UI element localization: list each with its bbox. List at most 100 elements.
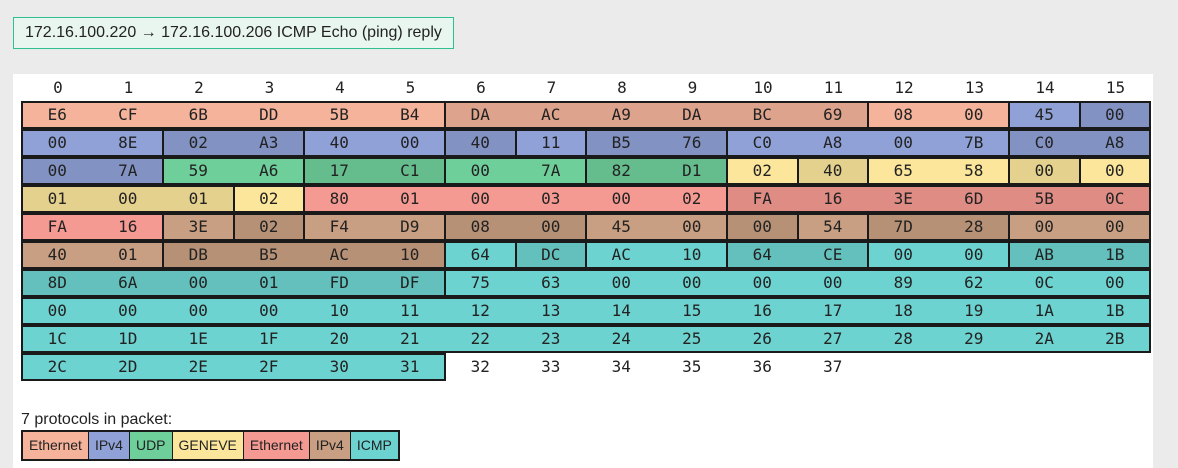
field-segment-udp[interactable] [303,157,446,185]
field-segment-ipv4[interactable] [585,213,728,241]
byte-cell[interactable]: 00 [1034,161,1054,180]
byte-cell[interactable]: 64 [470,245,490,264]
byte-cell[interactable]: C1 [400,161,420,180]
legend-item-icmp[interactable]: ICMP [350,432,398,459]
byte-cell[interactable]: 7A [118,161,138,180]
byte-cell[interactable]: 6B [188,105,208,124]
field-segment-icmp[interactable] [21,297,1151,325]
field-segment-ipv4[interactable] [162,241,446,269]
byte-cell[interactable]: 45 [611,217,631,236]
byte-cell[interactable]: D1 [682,161,702,180]
byte-cell[interactable]: 01 [259,273,279,292]
byte-cell[interactable]: FD [329,273,349,292]
byte-cell[interactable]: 08 [893,105,913,124]
byte-cell[interactable]: 00 [1105,161,1125,180]
byte-cell[interactable]: B4 [400,105,420,124]
byte-cell[interactable]: 02 [259,217,279,236]
byte-cell[interactable]: 10 [329,301,349,320]
byte-cell[interactable]: AC [611,245,631,264]
byte-cell[interactable]: 40 [329,133,349,152]
byte-cell[interactable]: 20 [329,329,349,348]
field-segment-icmp[interactable] [585,241,728,269]
byte-cell[interactable]: 17 [823,301,843,320]
byte-cell[interactable]: 65 [893,161,913,180]
byte-cell[interactable]: 18 [893,301,913,320]
byte-cell[interactable]: AB [1034,245,1054,264]
legend-item-ethernet[interactable]: Ethernet [23,432,89,459]
byte-cell[interactable]: 10 [400,245,420,264]
byte-cell[interactable]: AC [541,105,561,124]
field-segment-ipv4[interactable] [444,213,587,241]
byte-cell[interactable]: AC [329,245,349,264]
byte-cell[interactable]: 16 [118,217,138,236]
field-segment-icmp[interactable] [444,241,517,269]
byte-cell[interactable]: DB [188,245,208,264]
byte-cell[interactable]: 02 [188,133,208,152]
byte-cell[interactable]: 5B [1034,189,1054,208]
byte-cell[interactable]: 02 [682,189,702,208]
byte-cell[interactable]: 19 [964,301,984,320]
byte-cell[interactable]: 01 [400,189,420,208]
field-segment-ipv4[interactable] [726,213,799,241]
legend-item-ethernet[interactable]: Ethernet [243,432,310,459]
byte-cell[interactable]: 02 [259,189,279,208]
field-segment-ipv4[interactable] [303,213,446,241]
byte-cell[interactable]: 00 [893,245,913,264]
byte-cell[interactable]: B5 [611,133,631,152]
byte-cell[interactable]: 10 [682,245,702,264]
byte-cell[interactable]: 13 [541,301,561,320]
field-segment-ethernet[interactable] [444,101,869,129]
byte-cell[interactable]: 0C [1034,273,1054,292]
byte-cell[interactable]: DD [259,105,279,124]
byte-cell[interactable]: 12 [470,301,490,320]
byte-cell[interactable]: 33 [541,357,561,376]
byte-cell[interactable]: 64 [752,245,772,264]
byte-cell[interactable]: 28 [964,217,984,236]
byte-cell[interactable]: 2D [118,357,138,376]
byte-cell[interactable]: 2A [1034,329,1054,348]
byte-cell[interactable]: 1D [118,329,138,348]
legend-item-ipv4[interactable]: IPv4 [309,432,351,459]
byte-cell[interactable]: 29 [964,329,984,348]
byte-cell[interactable]: 00 [259,301,279,320]
byte-cell[interactable]: 25 [682,329,702,348]
field-segment-icmp[interactable] [21,269,446,297]
byte-cell[interactable]: A6 [259,161,279,180]
byte-cell[interactable]: 00 [470,189,490,208]
field-segment-ethernet[interactable] [21,101,446,129]
byte-cell[interactable]: 34 [611,357,631,376]
legend-item-udp[interactable]: UDP [129,432,173,459]
byte-cell[interactable]: 00 [470,161,490,180]
byte-cell[interactable]: 21 [400,329,420,348]
byte-cell[interactable]: 01 [118,245,138,264]
byte-cell[interactable]: CF [118,105,138,124]
byte-cell[interactable]: 7D [893,217,913,236]
byte-cell[interactable]: 00 [47,133,67,152]
field-segment-ipv4[interactable] [1008,129,1151,157]
field-segment-ipv4[interactable] [585,129,728,157]
byte-cell[interactable]: 00 [47,161,67,180]
byte-cell[interactable]: B5 [259,245,279,264]
field-segment-udp[interactable] [585,157,728,185]
byte-cell[interactable]: 26 [752,329,772,348]
byte-cell[interactable]: 00 [752,217,772,236]
byte-cell[interactable]: 00 [188,273,208,292]
byte-cell[interactable]: C0 [752,133,772,152]
field-segment-ipv4[interactable] [21,157,164,185]
field-segment-udp[interactable] [444,157,587,185]
byte-cell[interactable]: 00 [893,133,913,152]
field-segment-geneve[interactable] [21,185,235,213]
field-segment-geneve[interactable] [1008,157,1081,185]
byte-cell[interactable]: 89 [893,273,913,292]
byte-cell[interactable]: 08 [470,217,490,236]
byte-cell[interactable]: 8E [118,133,138,152]
field-segment-ipv4[interactable] [1078,101,1151,129]
byte-cell[interactable]: 2C [47,357,67,376]
byte-cell[interactable]: 1C [47,329,67,348]
byte-cell[interactable]: 00 [752,273,772,292]
byte-cell[interactable]: 63 [541,273,561,292]
byte-cell[interactable]: 1B [1105,301,1125,320]
byte-cell[interactable]: 62 [964,273,984,292]
byte-cell[interactable]: 02 [752,161,772,180]
byte-cell[interactable]: A8 [1105,133,1125,152]
